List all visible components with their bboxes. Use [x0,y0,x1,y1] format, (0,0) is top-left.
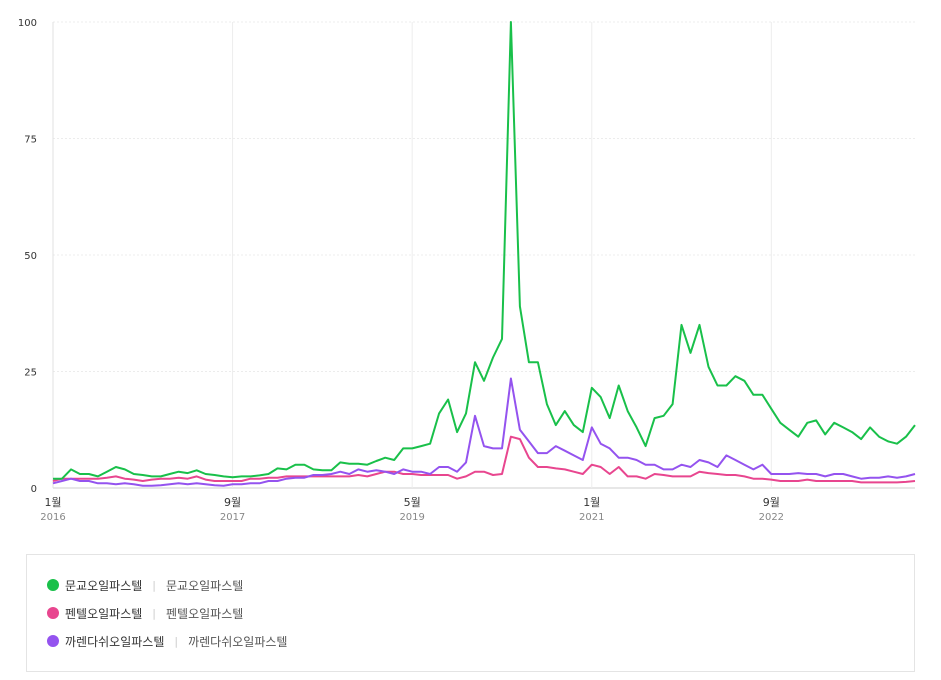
y-tick-label: 100 [18,18,37,29]
x-tick-sublabel: 2017 [220,512,245,523]
x-tick-label: 9월 [224,496,241,509]
legend-sub-label: 펜텔오일파스텔 [166,606,244,621]
x-tick-sublabel: 2016 [40,512,65,523]
x-axis: 1월 2016 9월 2017 5월 2019 1월 2021 9월 2022 [40,496,784,523]
legend-dot-icon [47,579,59,591]
legend-dot-icon [47,607,59,619]
x-tick-label: 1월 [44,496,61,509]
y-tick-label: 75 [24,135,37,146]
legend-separator: | [174,634,179,648]
y-axis: 0 25 50 75 100 [18,18,37,495]
series-lines [52,21,916,487]
legend-sub-label: 문교오일파스텔 [166,578,244,593]
x-tick-label: 5월 [404,496,421,509]
legend-item-carandache[interactable]: 까렌다쉬오일파스텔 | 까렌다쉬오일파스텔 [47,631,287,651]
legend-sub-label: 까렌다쉬오일파스텔 [188,634,288,649]
y-tick-label: 50 [24,251,37,262]
x-tick-label: 1월 [583,496,600,509]
grid-lines [52,21,915,489]
legend-label: 까렌다쉬오일파스텔 [65,634,165,649]
x-tick-sublabel: 2019 [399,512,424,523]
x-tick-label: 9월 [763,496,780,509]
legend-dot-icon [47,635,59,647]
legend-item-mungyo[interactable]: 문교오일파스텔 | 문교오일파스텔 [47,575,243,595]
legend-label: 펜텔오일파스텔 [65,606,143,621]
series-line-2 [52,377,916,487]
x-tick-sublabel: 2022 [759,512,784,523]
y-tick-label: 0 [31,484,37,495]
legend: 문교오일파스텔 | 문교오일파스텔 펜텔오일파스텔 | 펜텔오일파스텔 까렌다쉬… [26,554,915,672]
legend-separator: | [152,578,156,592]
legend-item-pentel[interactable]: 펜텔오일파스텔 | 펜텔오일파스텔 [47,603,243,623]
series-line-1 [52,435,916,484]
x-tick-sublabel: 2021 [579,512,604,523]
y-tick-label: 25 [24,368,37,379]
legend-separator: | [152,606,156,620]
series-line-0 [53,21,916,480]
trend-line-chart: 0 25 50 75 100 1월 2016 9월 2017 5월 2019 1월 2021 9월 202… [18,18,916,523]
legend-label: 문교오일파스텔 [65,578,143,593]
